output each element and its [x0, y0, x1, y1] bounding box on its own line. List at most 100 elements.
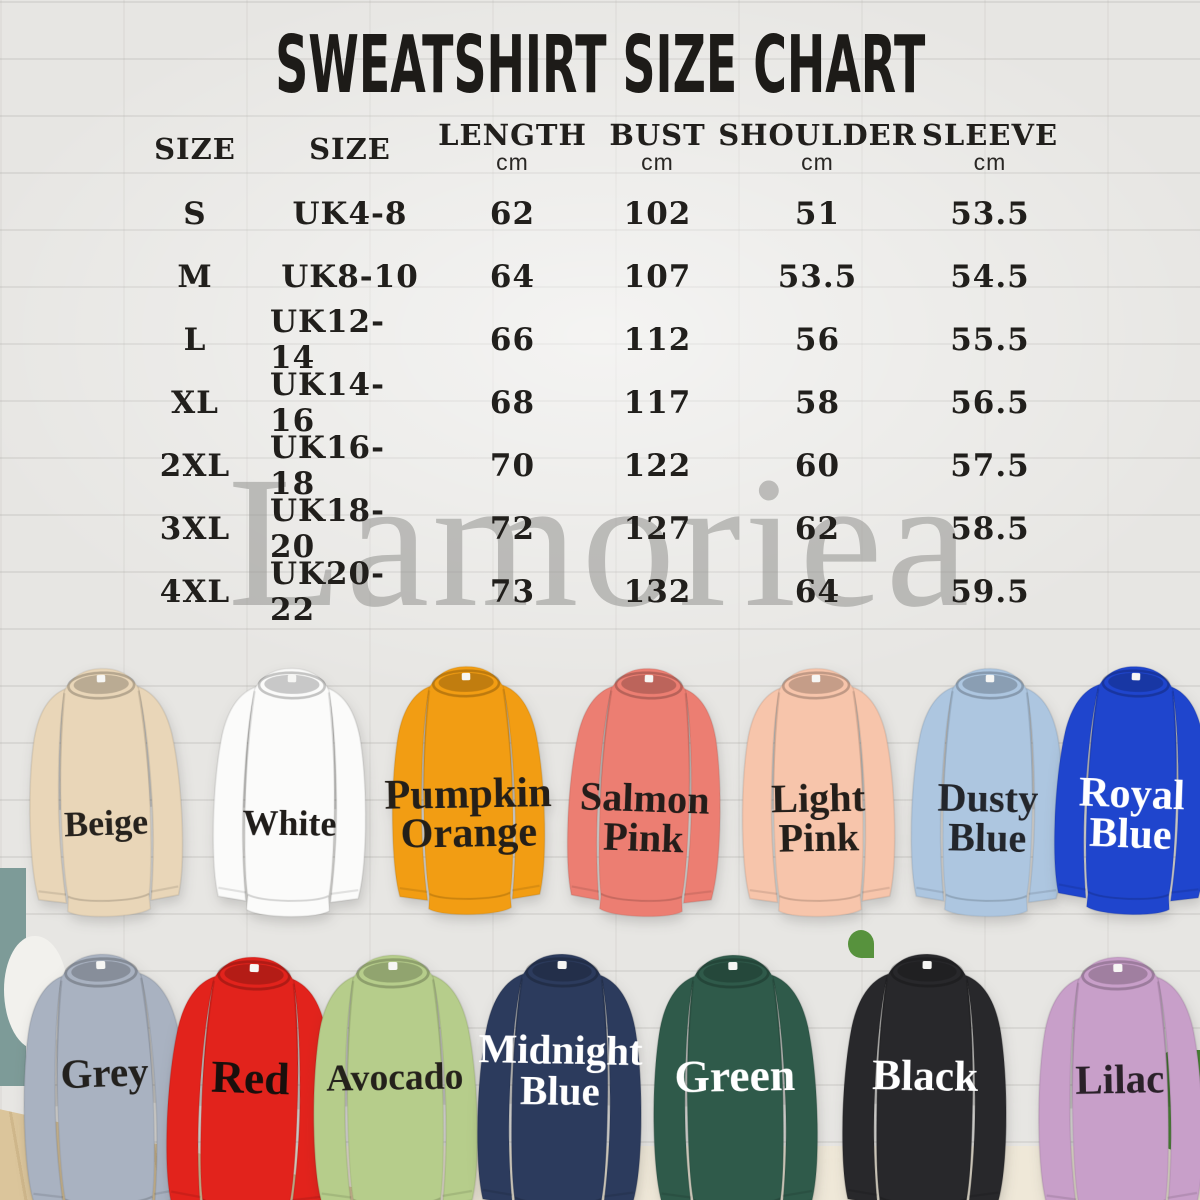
cell-shoulder: 58 [794, 384, 841, 421]
cell-shoulder: 53.5 [777, 258, 858, 295]
color-label: Salmon [579, 773, 710, 823]
color-label: Blue [948, 814, 1027, 860]
color-label: Green [674, 1049, 796, 1102]
cell-length: 72 [489, 510, 536, 547]
color-label: Beige [63, 801, 148, 844]
cell-sleeve: 58.5 [950, 510, 1030, 547]
cell-sleeve: 54.5 [950, 258, 1030, 295]
cell-shoulder: 60 [794, 447, 841, 484]
color-label: Red [210, 1050, 290, 1104]
column-label: SIZE [154, 131, 236, 166]
sweatshirt-white: White [182, 658, 399, 927]
color-label: Blue [1088, 809, 1172, 859]
cell-length: 68 [489, 384, 536, 421]
sweatshirt-pumpkin-orange: Pumpkin Orange [384, 656, 552, 925]
cell-bust: 122 [623, 447, 692, 484]
color-label: Pink [602, 813, 685, 861]
cell-length: 66 [489, 321, 536, 358]
color-label: White [242, 802, 337, 844]
page-title-text: SWEATSHIRT SIZE CHART [274, 18, 926, 112]
color-label: Pink [778, 814, 860, 860]
watermark: Lamoriea [227, 437, 973, 646]
cell-size: L [183, 321, 207, 358]
cell-sleeve: 53.5 [950, 195, 1030, 232]
cell-uk-size: UK14-16 [270, 366, 385, 439]
cell-bust: 107 [623, 258, 692, 295]
color-label: Midnight [478, 1025, 643, 1074]
sweatshirt-avocado: Avocado [279, 944, 512, 1200]
column-header-uk-size: SIZE [270, 112, 430, 182]
sweatshirt-royal-blue: Royal Blue [1021, 654, 1200, 926]
cell-length: 70 [489, 447, 536, 484]
column-header-size: SIZE [120, 112, 270, 182]
cell-length: 64 [489, 258, 536, 295]
cell-uk-size: UK20-22 [270, 555, 385, 628]
column-unit: cm [496, 149, 529, 175]
color-label: Dusty [937, 775, 1038, 822]
sweatshirt-red: Red [131, 944, 369, 1200]
column-unit: cm [801, 149, 834, 175]
column-label: BUST [609, 118, 706, 152]
sweatshirt-green: Green [619, 944, 852, 1200]
cell-uk-size: UK4-8 [292, 195, 408, 232]
cell-length: 62 [489, 195, 536, 232]
color-label: Royal [1078, 769, 1186, 820]
cell-uk-size: UK8-10 [281, 258, 419, 295]
cell-size: M [177, 258, 213, 295]
cell-shoulder: 56 [794, 321, 841, 358]
cell-shoulder: 64 [794, 573, 841, 610]
sweatshirt-light-pink: Light Pink [710, 658, 927, 927]
column-header-bust: BUST cm [595, 112, 720, 182]
green-plant-small [848, 930, 874, 958]
color-label: Light [771, 775, 866, 822]
sweatshirt-grey: Grey [0, 941, 224, 1200]
cell-size: S [183, 195, 207, 232]
sweatshirt-dusty-blue: Dusty Blue [880, 658, 1097, 927]
sweatshirt-lilac: Lilac [1004, 946, 1200, 1200]
color-label: Orange [400, 808, 537, 857]
sweatshirt-graphic [212, 667, 368, 918]
column-label: LENGTH [438, 118, 587, 152]
cell-sleeve: 57.5 [950, 447, 1030, 484]
sweatshirt-beige: Beige [0, 656, 216, 928]
cell-size: 4XL [159, 573, 231, 610]
cell-uk-size: UK18-20 [270, 492, 385, 565]
cell-shoulder: 51 [794, 195, 841, 232]
column-label: SLEEVE [921, 118, 1059, 152]
cell-bust: 112 [623, 321, 692, 358]
cell-sleeve: 56.5 [950, 384, 1030, 421]
color-label: Pumpkin [384, 769, 552, 819]
cell-uk-size: UK12-14 [270, 303, 385, 376]
cell-shoulder: 62 [794, 510, 841, 547]
sweatshirt-graphic [25, 666, 186, 919]
cell-size: XL [171, 384, 219, 421]
cell-bust: 132 [623, 573, 692, 610]
color-label: Blue [520, 1067, 601, 1114]
cell-bust: 127 [623, 510, 692, 547]
cell-size: 3XL [159, 510, 231, 547]
page-title: SWEATSHIRT SIZE CHART [0, 18, 1200, 111]
color-label: Grey [60, 1048, 150, 1097]
cell-sleeve: 55.5 [950, 321, 1030, 358]
color-label: Black [872, 1051, 980, 1101]
sweatshirt-midnight-blue: Midnight Blue [444, 943, 677, 1200]
column-header-sleeve: SLEEVE cm [915, 112, 1065, 182]
size-table: SIZE SIZE LENGTH cm BUST cm SHOULDER cm … [120, 112, 1065, 628]
column-header-length: LENGTH cm [430, 112, 595, 182]
cell-bust: 117 [623, 384, 692, 421]
color-label: Avocado [326, 1055, 464, 1099]
cell-uk-size: UK16-18 [270, 429, 385, 502]
column-header-shoulder: SHOULDER cm [718, 112, 917, 182]
cell-sleeve: 59.5 [950, 573, 1030, 610]
column-unit: cm [973, 149, 1007, 175]
cell-bust: 102 [623, 195, 692, 232]
sweatshirt-salmon-pink: Salmon Pink [534, 656, 755, 928]
cell-length: 73 [489, 573, 536, 610]
sweatshirt-black: Black [809, 943, 1042, 1200]
color-label: Lilac [1075, 1055, 1165, 1103]
cell-size: 2XL [159, 447, 231, 484]
column-label: SHOULDER [718, 118, 917, 152]
column-unit: cm [641, 149, 674, 175]
column-label: SIZE [309, 131, 391, 166]
